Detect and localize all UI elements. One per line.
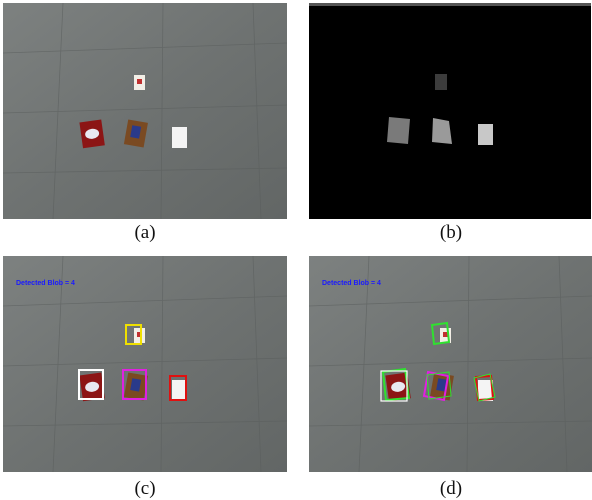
blob bbox=[432, 118, 452, 144]
photo bbox=[3, 256, 287, 472]
caption: (d) bbox=[440, 478, 462, 499]
overlay-text: Detected Blob = 4 bbox=[322, 280, 381, 287]
panel-b: (b) bbox=[309, 3, 591, 243]
caption: (c) bbox=[134, 478, 155, 499]
panel-a: (a) bbox=[3, 3, 287, 243]
panel-d: Detected Blob = 4 (d) bbox=[309, 256, 592, 499]
photo bbox=[309, 256, 592, 472]
figure: (a) (b) Detected Blob = 4 (c) Detected B… bbox=[0, 0, 592, 500]
caption: (b) bbox=[440, 222, 462, 243]
blob bbox=[435, 74, 447, 90]
blob bbox=[478, 124, 493, 145]
photo bbox=[3, 3, 287, 219]
blob bbox=[387, 117, 410, 144]
overlay-text: Detected Blob = 4 bbox=[16, 280, 75, 287]
mask-image bbox=[309, 3, 591, 219]
panel-c: Detected Blob = 4 (c) bbox=[3, 256, 287, 499]
caption: (a) bbox=[134, 222, 155, 243]
